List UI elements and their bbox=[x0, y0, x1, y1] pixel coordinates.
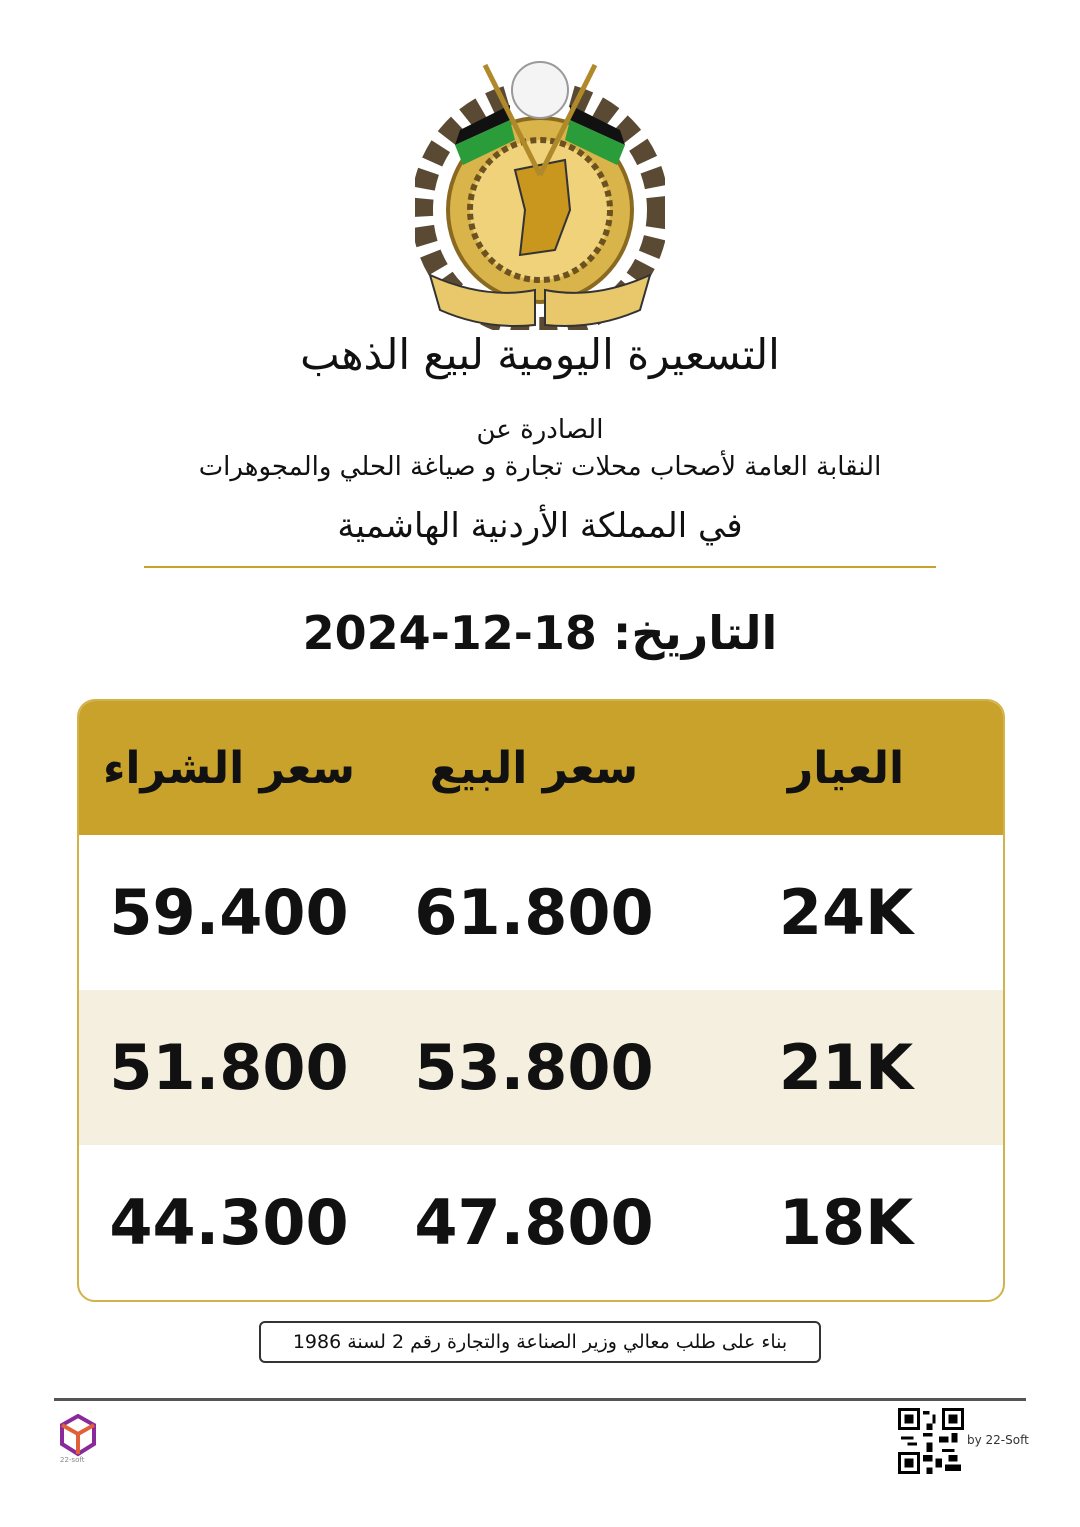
buy-price: 44.300 bbox=[109, 1186, 349, 1259]
qr-code-icon bbox=[898, 1408, 964, 1474]
table-row: 18K 47.800 44.300 bbox=[79, 1145, 1003, 1300]
issued-by: الصادرة عن bbox=[476, 415, 604, 445]
sell-price: 47.800 bbox=[414, 1186, 654, 1259]
22soft-logo-icon bbox=[60, 1414, 96, 1457]
syndicate-logo-icon bbox=[415, 61, 665, 330]
col-sell: سعر البيع bbox=[429, 742, 639, 794]
organization-name: النقابة العامة لأصحاب محلات تجارة و صياغ… bbox=[198, 452, 882, 482]
footer-divider bbox=[54, 1398, 1026, 1401]
date-value: 18-12-2024 bbox=[302, 606, 597, 660]
karat: 18K bbox=[778, 1186, 914, 1259]
sell-price: 61.800 bbox=[414, 876, 654, 949]
table-header: العيار سعر البيع سعر الشراء bbox=[79, 701, 1003, 835]
brand-text: 22-soft bbox=[60, 1456, 85, 1464]
buy-price: 59.400 bbox=[109, 876, 349, 949]
col-buy: سعر الشراء bbox=[102, 742, 356, 794]
karat: 24K bbox=[778, 876, 914, 949]
country: في المملكة الأردنية الهاشمية bbox=[337, 506, 743, 546]
legal-note: بناء على طلب معالي وزير الصناعة والتجارة… bbox=[259, 1321, 821, 1363]
price-table: العيار سعر البيع سعر الشراء 24K 61.800 5… bbox=[77, 699, 1005, 1302]
page-title: التسعيرة اليومية لبيع الذهب bbox=[300, 330, 780, 379]
karat: 21K bbox=[778, 1031, 914, 1104]
sell-price: 53.800 bbox=[414, 1031, 654, 1104]
date-line: التاريخ: 18-12-2024 bbox=[0, 606, 1080, 660]
credit-text: by 22-Soft bbox=[967, 1433, 1029, 1447]
table-row: 24K 61.800 59.400 bbox=[79, 835, 1003, 990]
date-label: التاريخ: bbox=[612, 606, 778, 660]
table-row: 21K 53.800 51.800 bbox=[79, 990, 1003, 1145]
divider bbox=[144, 566, 936, 568]
buy-price: 51.800 bbox=[109, 1031, 349, 1104]
col-karat: العيار bbox=[787, 742, 905, 794]
